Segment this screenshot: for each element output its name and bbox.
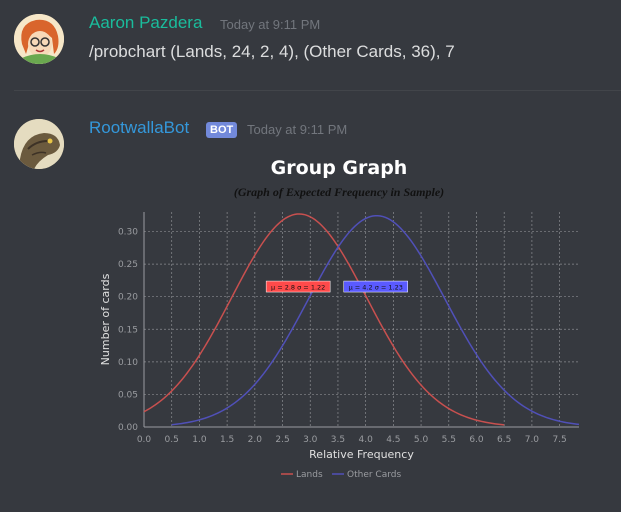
x-tick-label: 0.0 [137, 435, 152, 445]
y-tick-label: 0.10 [118, 358, 138, 368]
annotation-label: μ = 2.8 σ = 1.22 [271, 284, 325, 292]
x-tick-label: 7.0 [525, 435, 540, 445]
x-tick-label: 5.5 [442, 435, 456, 445]
lizard-avatar-icon [14, 119, 64, 169]
y-tick-label: 0.30 [118, 228, 138, 238]
annotation-box [343, 280, 408, 293]
x-tick-label: 6.5 [497, 435, 511, 445]
x-tick-label: 4.5 [386, 435, 400, 445]
y-tick-label: 0.05 [118, 390, 138, 400]
annotation-label: μ = 4.2 σ = 1.23 [349, 284, 403, 292]
timestamp: Today at 9:11 PM [220, 17, 321, 32]
y-axis-label: Number of cards [99, 273, 112, 365]
y-tick-label: 0.20 [118, 293, 138, 303]
annotation-box [265, 280, 331, 293]
x-tick-label: 7.5 [552, 435, 566, 445]
x-tick-label: 3.0 [303, 435, 318, 445]
user-avatar-icon [14, 14, 64, 64]
x-tick-label: 2.5 [275, 435, 289, 445]
x-tick-label: 0.5 [165, 435, 179, 445]
message-divider [14, 90, 621, 91]
legend-entry: Lands [296, 470, 323, 480]
x-tick-label: 6.0 [469, 435, 484, 445]
avatar[interactable] [14, 119, 64, 169]
chart-title: Group Graph [271, 157, 408, 179]
group-graph-chart: Group Graph (Graph of Expected Frequency … [88, 150, 593, 495]
username[interactable]: Aaron Pazdera [89, 13, 203, 32]
y-tick-label: 0.25 [118, 260, 138, 270]
y-tick-label: 0.15 [118, 325, 138, 335]
chart-attachment[interactable]: Group Graph (Graph of Expected Frequency … [88, 150, 593, 495]
legend-entry: Other Cards [347, 470, 401, 480]
username[interactable]: RootwallaBot [89, 118, 190, 137]
y-tick-label: 0.00 [118, 423, 138, 433]
x-tick-label: 2.0 [248, 435, 263, 445]
message-content: /probchart (Lands, 24, 2, 4), (Other Car… [89, 42, 455, 61]
x-axis-label: Relative Frequency [309, 448, 414, 461]
bot-badge: BOT [206, 122, 238, 138]
series-line-lands [143, 213, 505, 426]
timestamp: Today at 9:11 PM [247, 122, 348, 137]
avatar[interactable] [14, 14, 64, 64]
chart-subtitle: (Graph of Expected Frequency in Sample) [234, 185, 444, 199]
chart-background [88, 150, 593, 495]
series-line-other-cards [171, 214, 580, 426]
x-tick-label: 3.5 [331, 435, 345, 445]
x-tick-label: 1.0 [192, 435, 207, 445]
x-tick-label: 4.0 [358, 435, 373, 445]
x-tick-label: 5.0 [414, 435, 429, 445]
x-tick-label: 1.5 [220, 435, 234, 445]
